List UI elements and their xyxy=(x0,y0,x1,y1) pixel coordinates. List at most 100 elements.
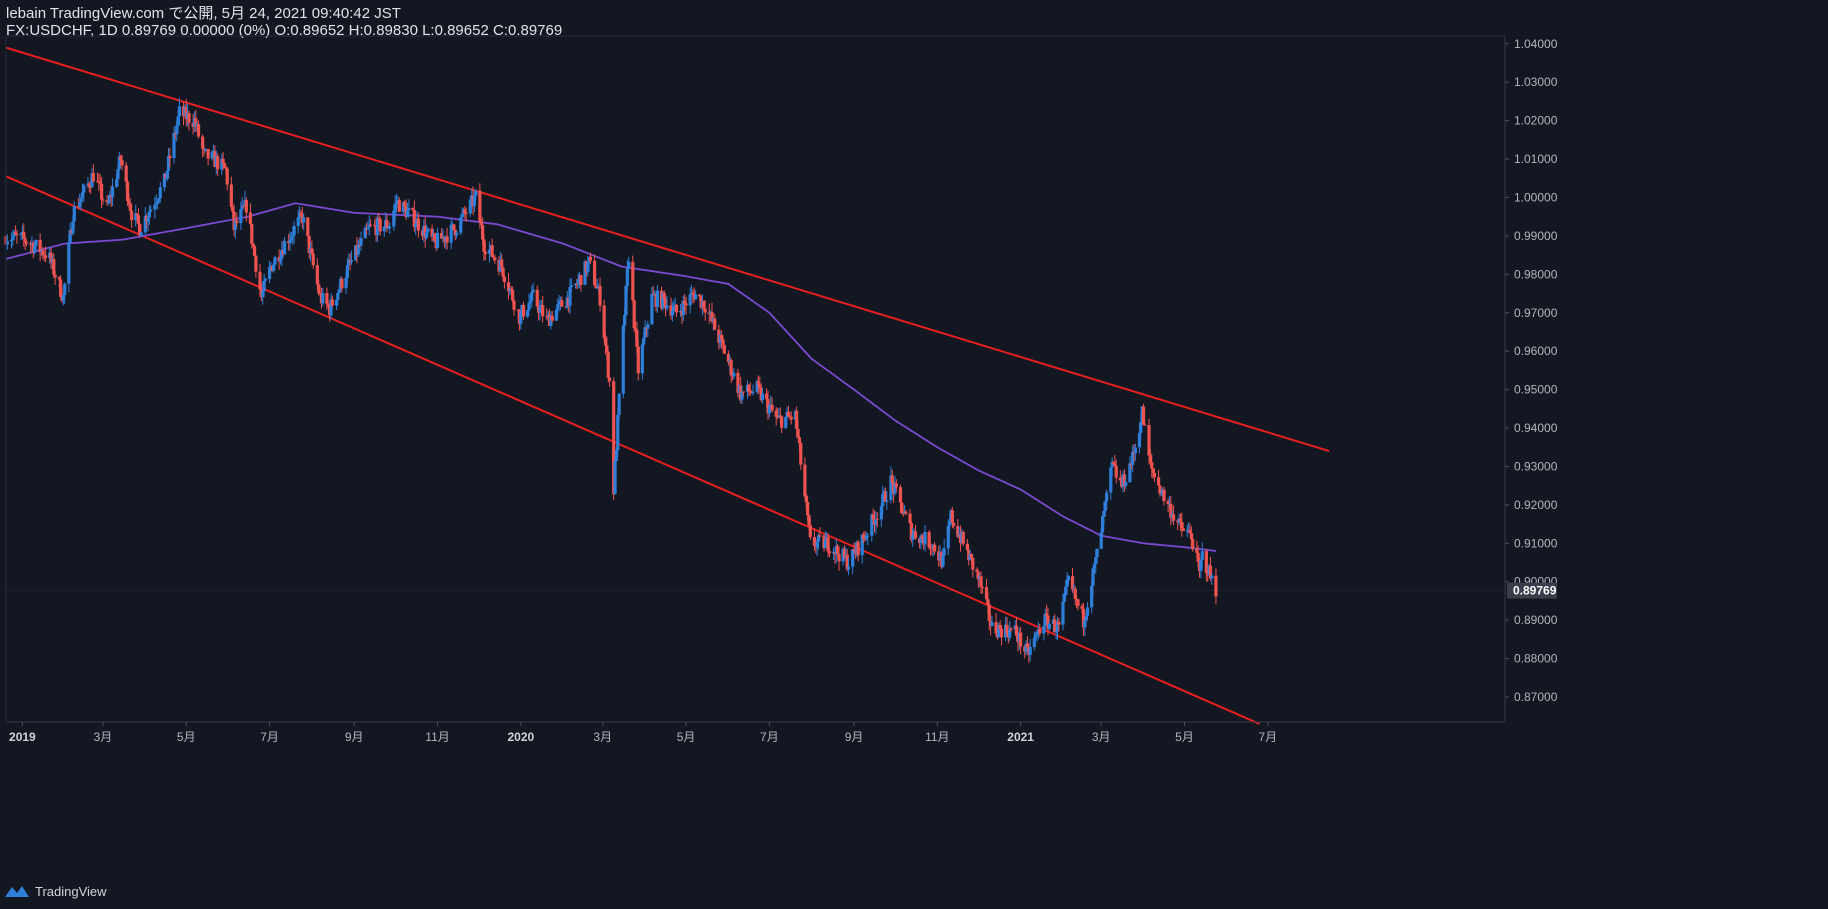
candle-body xyxy=(134,213,138,221)
candle-body xyxy=(463,209,467,214)
candle-body xyxy=(767,406,771,414)
candle-body xyxy=(765,393,769,399)
price-tick-label: 0.99000 xyxy=(1514,229,1558,243)
candle xyxy=(588,252,593,264)
candle-body xyxy=(162,173,167,188)
candle-body xyxy=(1148,455,1152,463)
candle-body xyxy=(1090,585,1094,608)
candle-body xyxy=(823,539,827,549)
candle xyxy=(1062,593,1066,603)
candle-body xyxy=(194,118,198,127)
candle-body xyxy=(583,261,587,286)
candle-body xyxy=(662,292,666,299)
candle-body xyxy=(698,294,702,297)
candle xyxy=(397,197,401,213)
candle xyxy=(1162,486,1166,506)
candle xyxy=(617,393,621,421)
candle-body xyxy=(250,223,254,244)
time-tick-label: 3月 xyxy=(1092,730,1111,744)
candle xyxy=(165,170,169,182)
candle xyxy=(273,256,277,266)
candle-body xyxy=(860,534,864,556)
candle xyxy=(321,287,325,307)
candle xyxy=(994,613,998,637)
candle-body xyxy=(908,513,912,523)
candle-body xyxy=(306,217,310,236)
candle xyxy=(101,197,105,205)
candle xyxy=(760,387,765,404)
candle xyxy=(44,246,48,263)
candle xyxy=(713,313,717,330)
candle-body xyxy=(1210,575,1214,579)
time-tick-label: 9月 xyxy=(845,730,864,744)
candle xyxy=(393,195,397,220)
candle-body xyxy=(369,224,373,226)
candle-body xyxy=(669,305,673,316)
tradingview-logo-icon[interactable] xyxy=(4,884,30,898)
candle-body xyxy=(663,298,668,309)
price-tick-label: 0.93000 xyxy=(1514,459,1558,473)
candle-body xyxy=(621,325,625,394)
candle-body xyxy=(980,586,985,588)
candle xyxy=(53,271,57,285)
candle-body xyxy=(478,190,482,222)
candle-body xyxy=(661,292,665,309)
candle-body xyxy=(812,537,817,546)
candle xyxy=(908,509,912,525)
candle-body xyxy=(521,305,526,317)
candle-body xyxy=(826,537,830,552)
candle-body xyxy=(480,224,485,240)
trendline-layer xyxy=(5,46,1330,725)
candle-body xyxy=(491,256,496,258)
candle-body xyxy=(1080,605,1084,609)
candle xyxy=(502,274,507,289)
candle-body xyxy=(852,549,856,551)
candle xyxy=(302,212,306,231)
footer-brand[interactable]: TradingView xyxy=(35,883,107,899)
candle xyxy=(325,287,329,310)
candle-body xyxy=(403,202,407,207)
candle-body xyxy=(33,245,37,253)
candle xyxy=(732,367,736,380)
candle xyxy=(240,197,244,211)
candle xyxy=(613,457,617,496)
candle xyxy=(971,557,975,578)
candle-body xyxy=(459,217,463,233)
candle-body xyxy=(894,483,898,488)
candle xyxy=(117,151,121,171)
candle-body xyxy=(756,381,761,386)
candle-body xyxy=(526,310,530,317)
candle-body xyxy=(997,625,1001,638)
candle-body xyxy=(588,256,593,261)
candle xyxy=(463,205,467,219)
last-price-label-text: 0.89769 xyxy=(1513,584,1557,598)
candle-body xyxy=(347,260,351,266)
candle xyxy=(430,224,434,242)
candle-body xyxy=(71,221,75,234)
candle-body xyxy=(1131,451,1135,466)
candle xyxy=(846,557,851,576)
candle-body xyxy=(1014,625,1019,637)
candle-body xyxy=(1083,620,1087,628)
price-tick-label: 1.04000 xyxy=(1514,37,1558,51)
candle-body xyxy=(816,535,821,542)
candle-body xyxy=(176,116,180,126)
candle-body xyxy=(1169,503,1173,518)
candle xyxy=(861,531,866,544)
candle xyxy=(568,278,572,314)
candle xyxy=(808,518,812,540)
candle xyxy=(267,260,272,284)
candle-body xyxy=(375,218,380,236)
candle xyxy=(38,233,42,262)
candle xyxy=(433,232,437,243)
candle xyxy=(1065,571,1069,596)
candle xyxy=(650,286,654,326)
candle xyxy=(866,533,870,546)
time-tick-label: 5月 xyxy=(1175,730,1194,744)
candle-body xyxy=(412,209,416,228)
price-tick-label: 0.87000 xyxy=(1514,690,1558,704)
candlestick-layer xyxy=(4,98,1218,664)
candle-body xyxy=(318,293,322,295)
candle-body xyxy=(613,461,617,494)
